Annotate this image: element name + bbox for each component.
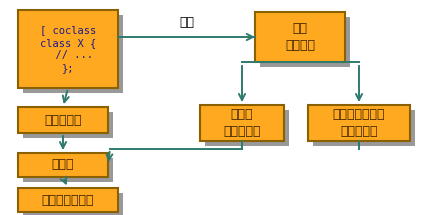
Bar bbox=[18, 107, 108, 133]
Bar bbox=[308, 105, 410, 141]
Text: コンポーネント: コンポーネント bbox=[42, 194, 94, 206]
Bar bbox=[260, 17, 350, 67]
Text: タイプ
ライブラリ: タイプ ライブラリ bbox=[223, 108, 261, 138]
Bar bbox=[18, 10, 118, 88]
Text: [ coclass
class X {
  // ...
};: [ coclass class X { // ... }; bbox=[40, 25, 96, 73]
Bar bbox=[18, 188, 118, 212]
Text: リンカ: リンカ bbox=[52, 158, 74, 172]
Bar bbox=[313, 110, 415, 146]
Bar bbox=[205, 110, 289, 146]
Bar bbox=[255, 12, 345, 62]
Bar bbox=[18, 153, 108, 177]
Text: コンポーネント
ライブラリ: コンポーネント ライブラリ bbox=[333, 108, 385, 138]
Bar bbox=[23, 15, 123, 93]
Text: コンパイラ: コンパイラ bbox=[44, 114, 82, 126]
Bar bbox=[23, 112, 113, 138]
Bar bbox=[23, 193, 123, 215]
Text: 属性
プロパイ: 属性 プロパイ bbox=[285, 22, 315, 52]
Bar bbox=[200, 105, 284, 141]
Text: 属性: 属性 bbox=[179, 16, 194, 29]
Bar bbox=[23, 158, 113, 182]
